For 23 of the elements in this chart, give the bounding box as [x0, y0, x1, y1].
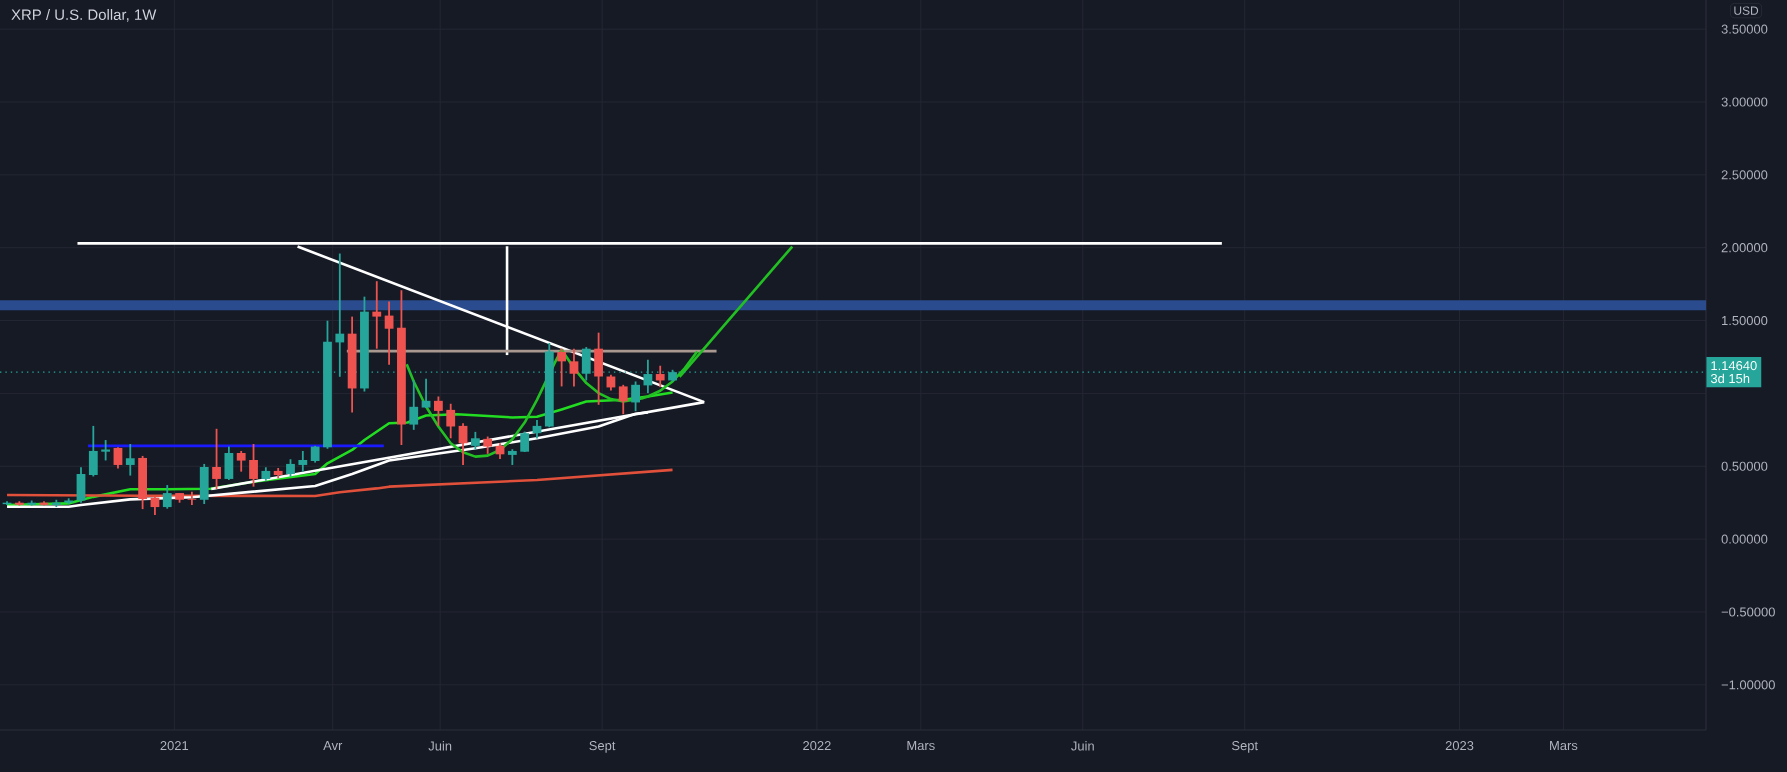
x-tick-label: 2021 — [160, 741, 189, 751]
y-tick-label: −1.00000 — [1721, 680, 1775, 690]
x-tick-label: Juin — [1071, 741, 1094, 751]
y-tick-label: 1.50000 — [1722, 315, 1768, 326]
x-tick-label: 2022 — [803, 741, 831, 751]
x-tick-label: Avr — [323, 741, 343, 750]
x-tick-label: Mars — [907, 741, 935, 751]
text: XRP / U.S. Dollar, 1W — [11, 9, 157, 22]
x-tick-label: Mars — [1550, 741, 1578, 751]
y-tick-label: 3.50000 — [1721, 24, 1768, 34]
y-tick-label: 2.50000 — [1721, 170, 1768, 180]
x-tick-label: Sept — [1232, 741, 1258, 753]
text: USD — [1734, 6, 1759, 15]
text: 3d 15h — [1710, 373, 1750, 384]
y-tick-label: 0.00000 — [1721, 534, 1768, 544]
y-tick-label: −0.50000 — [1721, 607, 1775, 617]
x-tick-label: 2023 — [1445, 741, 1474, 751]
x-tick-label: Juin — [428, 741, 452, 751]
y-tick-label: 0.50000 — [1721, 461, 1768, 471]
ref-line-label: 1.14640 — [1711, 361, 1757, 371]
y-tick-label: 2.00000 — [1721, 243, 1768, 253]
y-tick-label: 3.00000 — [1721, 97, 1768, 107]
x-tick-label: Sept — [589, 741, 616, 753]
